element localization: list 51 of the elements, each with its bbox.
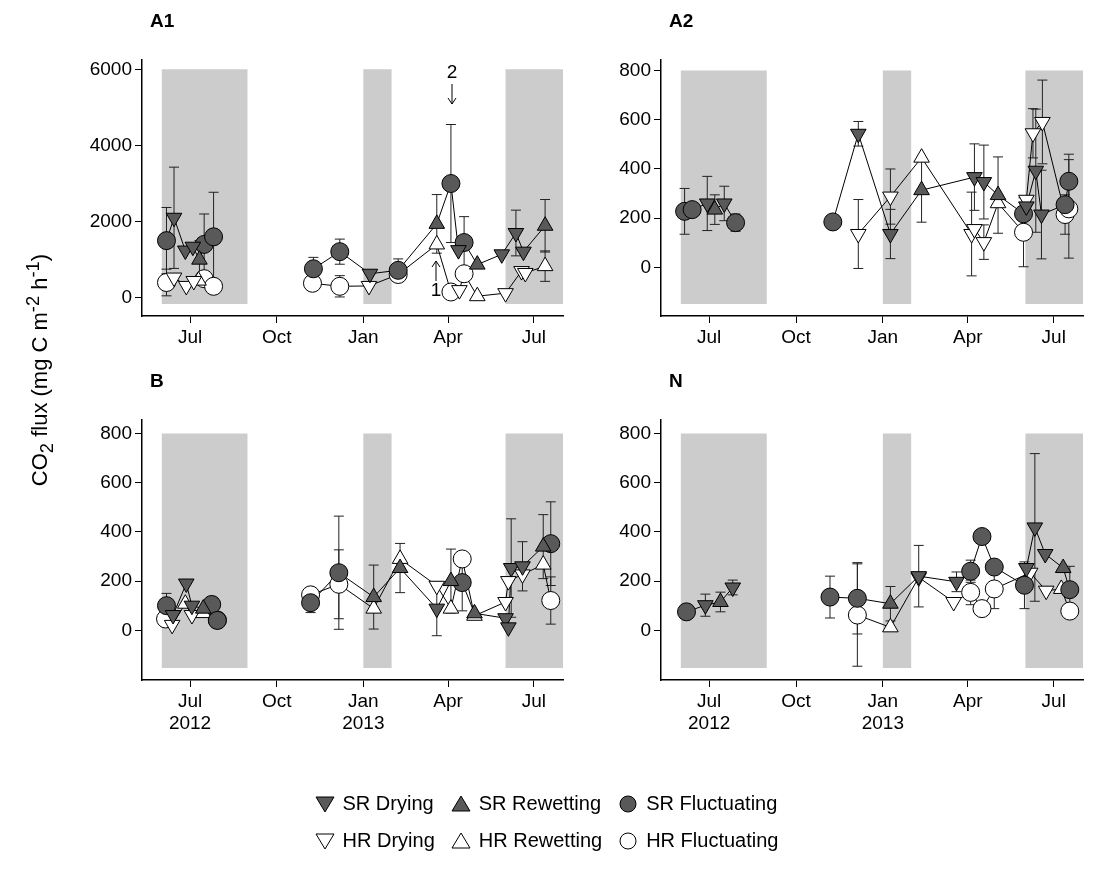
y-tick-label: 200 bbox=[100, 569, 132, 591]
y-tick-label: 0 bbox=[121, 285, 132, 307]
chart-title: N bbox=[669, 370, 683, 392]
x-tick-label: Jul 2012 bbox=[168, 689, 212, 734]
x-tick-label: Apr bbox=[953, 689, 984, 711]
x-tick-label: Oct bbox=[261, 689, 293, 711]
annotation: 2 bbox=[445, 61, 459, 83]
x-tick-label: Jan 2013 bbox=[861, 689, 904, 734]
x-tick-label: Jul bbox=[1041, 325, 1066, 347]
x-tick-label: Jul bbox=[697, 325, 722, 347]
legend-label: HR Rewetting bbox=[478, 829, 603, 852]
x-tick-label: Jul bbox=[177, 325, 203, 347]
y-tick-label: 600 bbox=[619, 107, 651, 129]
x-tick-label: Apr bbox=[433, 325, 464, 347]
x-tick-label: Oct bbox=[261, 325, 293, 347]
y-tick-label: 400 bbox=[100, 520, 132, 542]
legend-label: HR Drying bbox=[342, 829, 435, 852]
y-tick-label: 200 bbox=[619, 206, 651, 228]
legend-label: HR Fluctuating bbox=[646, 829, 779, 852]
chart-title: A1 bbox=[150, 10, 175, 32]
y-tick-label: 400 bbox=[619, 520, 651, 542]
legend-label: SR Rewetting bbox=[478, 792, 602, 815]
annotation: 1 bbox=[429, 279, 443, 301]
y-tick-label: 800 bbox=[619, 58, 651, 80]
x-tick-label: Jan bbox=[867, 325, 899, 347]
y-tick-label: 800 bbox=[100, 421, 132, 443]
x-tick-label: Jul bbox=[521, 325, 546, 347]
y-tick-label: 400 bbox=[619, 157, 651, 179]
x-tick-label: Apr bbox=[953, 325, 984, 347]
x-tick-label: Oct bbox=[781, 689, 812, 711]
x-tick-label: Jan 2013 bbox=[342, 689, 385, 734]
y-tick-label: 600 bbox=[100, 470, 132, 492]
x-tick-label: Jul 2012 bbox=[688, 689, 731, 734]
x-tick-label: Jan bbox=[348, 325, 379, 347]
chart-title: B bbox=[150, 370, 164, 392]
y-tick-label: 800 bbox=[619, 421, 651, 443]
y-tick-label: 0 bbox=[640, 255, 651, 277]
legend-label: SR Fluctuating bbox=[646, 792, 778, 815]
y-tick-label: 0 bbox=[121, 618, 132, 640]
x-tick-label: Jul bbox=[521, 689, 546, 711]
y-tick-label: 6000 bbox=[89, 57, 132, 79]
chart-title: A2 bbox=[669, 10, 694, 32]
y-tick-label: 200 bbox=[619, 569, 651, 591]
x-tick-label: Jul bbox=[1041, 689, 1066, 711]
y-tick-label: 0 bbox=[640, 618, 651, 640]
y-tick-label: 2000 bbox=[89, 209, 132, 231]
x-tick-label: Apr bbox=[433, 689, 464, 711]
y-tick-label: 4000 bbox=[89, 133, 132, 155]
x-tick-label: Oct bbox=[781, 325, 812, 347]
legend-label: SR Drying bbox=[342, 792, 434, 815]
y-tick-label: 600 bbox=[619, 470, 651, 492]
